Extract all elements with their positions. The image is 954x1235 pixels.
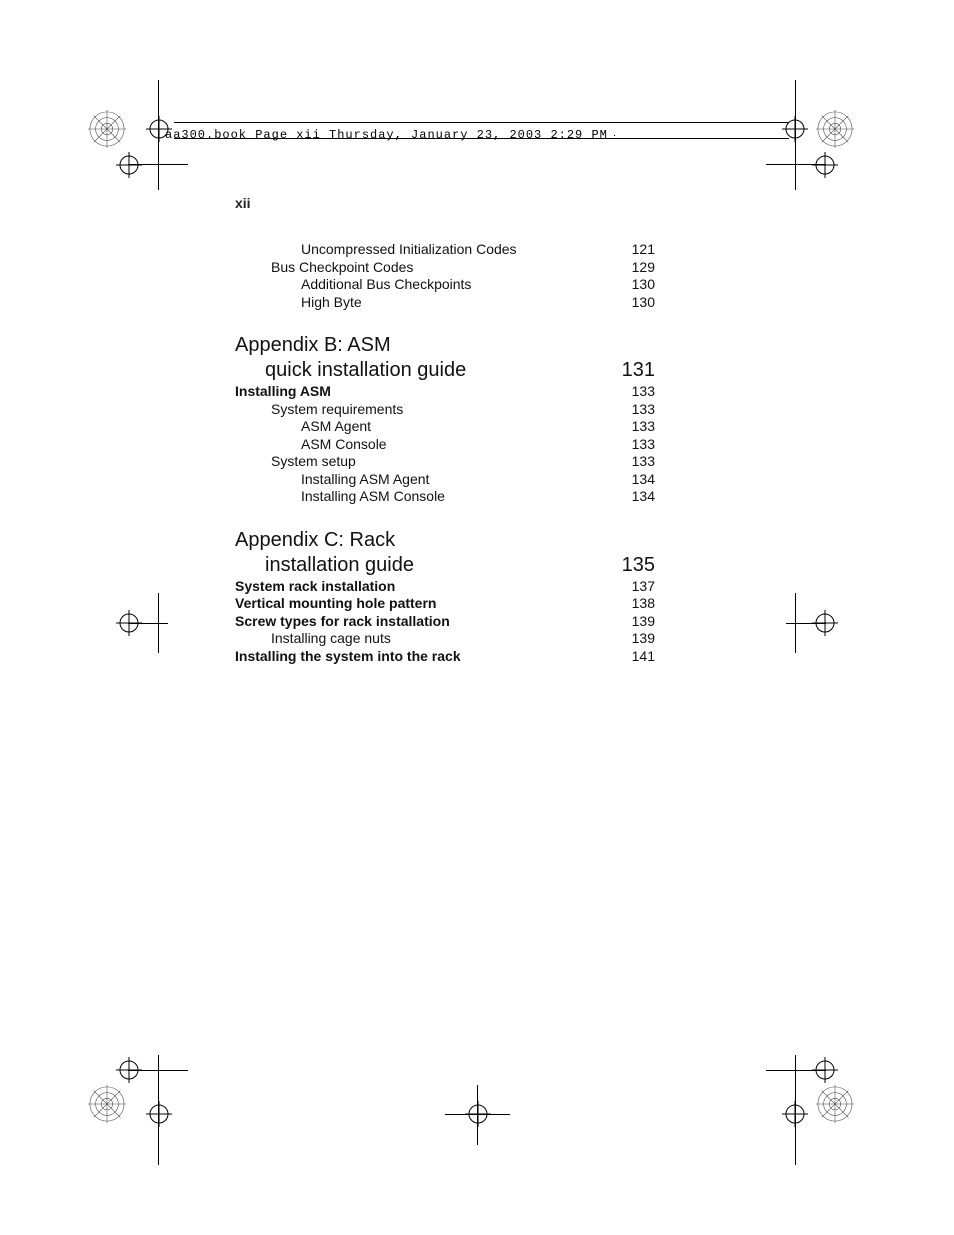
toc-label: System setup	[235, 453, 356, 471]
toc-row: Installing ASM Console 134	[235, 488, 655, 506]
toc-heading-line2: installation guide	[235, 553, 414, 578]
header-rule-bottom	[174, 138, 789, 139]
toc-heading-page: 135	[615, 553, 655, 578]
page: aa300.book Page xii Thursday, January 23…	[0, 0, 954, 1235]
toc-row: Vertical mounting hole pattern 138	[235, 595, 655, 613]
toc-heading-line2: quick installation guide	[235, 358, 466, 383]
toc-label: System rack installation	[235, 578, 395, 596]
toc-heading: installation guide 135	[235, 553, 655, 578]
toc-label: Installing ASM Console	[235, 488, 445, 506]
toc-row: Screw types for rack installation 139	[235, 613, 655, 631]
toc-page: 129	[615, 259, 655, 277]
toc-heading-line1: Appendix B: ASM	[235, 333, 391, 358]
toc-label: Installing ASM Agent	[235, 471, 429, 489]
toc-heading-line1: Appendix C: Rack	[235, 528, 395, 553]
toc-row: Installing ASM Agent 134	[235, 471, 655, 489]
toc-heading-page: 131	[615, 358, 655, 383]
print-header-text: aa300.book Page xii Thursday, January 23…	[165, 128, 608, 142]
toc-row: ASM Console 133	[235, 436, 655, 454]
toc-label: Screw types for rack installation	[235, 613, 450, 631]
toc-label: Uncompressed Initialization Codes	[235, 241, 517, 259]
toc-page: 141	[615, 648, 655, 666]
toc-row: Bus Checkpoint Codes 129	[235, 259, 655, 277]
toc-page: 133	[615, 453, 655, 471]
toc-label: Installing the system into the rack	[235, 648, 461, 666]
crosshair-icon	[782, 1101, 808, 1127]
toc-label: Additional Bus Checkpoints	[235, 276, 471, 294]
toc-page: 133	[615, 436, 655, 454]
toc-page: 133	[615, 418, 655, 436]
toc-row: System setup 133	[235, 453, 655, 471]
toc-page: 130	[615, 276, 655, 294]
toc-label: Installing cage nuts	[235, 630, 391, 648]
header-rule-top	[174, 122, 789, 123]
toc-page: 134	[615, 471, 655, 489]
crop-line	[158, 593, 159, 653]
crop-line	[128, 164, 188, 165]
toc-heading: Appendix C: Rack	[235, 528, 655, 553]
crop-line	[786, 623, 826, 624]
regmark-bottom-right-rosette	[816, 1085, 866, 1135]
crop-line	[128, 623, 168, 624]
toc-label: Bus Checkpoint Codes	[235, 259, 413, 277]
toc-content: xii Uncompressed Initialization Codes 121…	[235, 195, 655, 665]
toc-label: ASM Agent	[235, 418, 371, 436]
toc-label: System requirements	[235, 401, 403, 419]
toc-page: 133	[615, 383, 655, 401]
toc-row: Additional Bus Checkpoints 130	[235, 276, 655, 294]
regmark-bottom-left-rosette	[88, 1085, 138, 1135]
crosshair-icon	[116, 152, 142, 178]
toc-row: High Byte 130	[235, 294, 655, 312]
toc-page: 138	[615, 595, 655, 613]
crop-line	[128, 1070, 188, 1071]
crop-line	[477, 1085, 478, 1145]
toc-label: Installing ASM	[235, 383, 331, 401]
toc-row: Installing the system into the rack 141	[235, 648, 655, 666]
page-number: xii	[235, 195, 655, 211]
print-header: aa300.book Page xii Thursday, January 23…	[165, 128, 834, 142]
crop-line	[766, 1070, 826, 1071]
toc-row: Uncompressed Initialization Codes 121	[235, 241, 655, 259]
toc-page: 139	[615, 613, 655, 631]
toc-label: ASM Console	[235, 436, 387, 454]
crop-line	[766, 164, 826, 165]
toc-row: System requirements 133	[235, 401, 655, 419]
crop-line	[795, 593, 796, 653]
toc-page: 121	[615, 241, 655, 259]
toc-row: System rack installation 137	[235, 578, 655, 596]
toc-page: 134	[615, 488, 655, 506]
toc-row: Installing cage nuts 139	[235, 630, 655, 648]
crosshair-icon	[146, 1101, 172, 1127]
toc-page: 130	[615, 294, 655, 312]
toc-row: Installing ASM 133	[235, 383, 655, 401]
crosshair-icon	[812, 152, 838, 178]
toc-page: 133	[615, 401, 655, 419]
toc-label: Vertical mounting hole pattern	[235, 595, 436, 613]
toc-page: 137	[615, 578, 655, 596]
toc-heading: quick installation guide 131	[235, 358, 655, 383]
toc-page: 139	[615, 630, 655, 648]
toc-heading: Appendix B: ASM	[235, 333, 655, 358]
toc-label: High Byte	[235, 294, 362, 312]
toc-row: ASM Agent 133	[235, 418, 655, 436]
